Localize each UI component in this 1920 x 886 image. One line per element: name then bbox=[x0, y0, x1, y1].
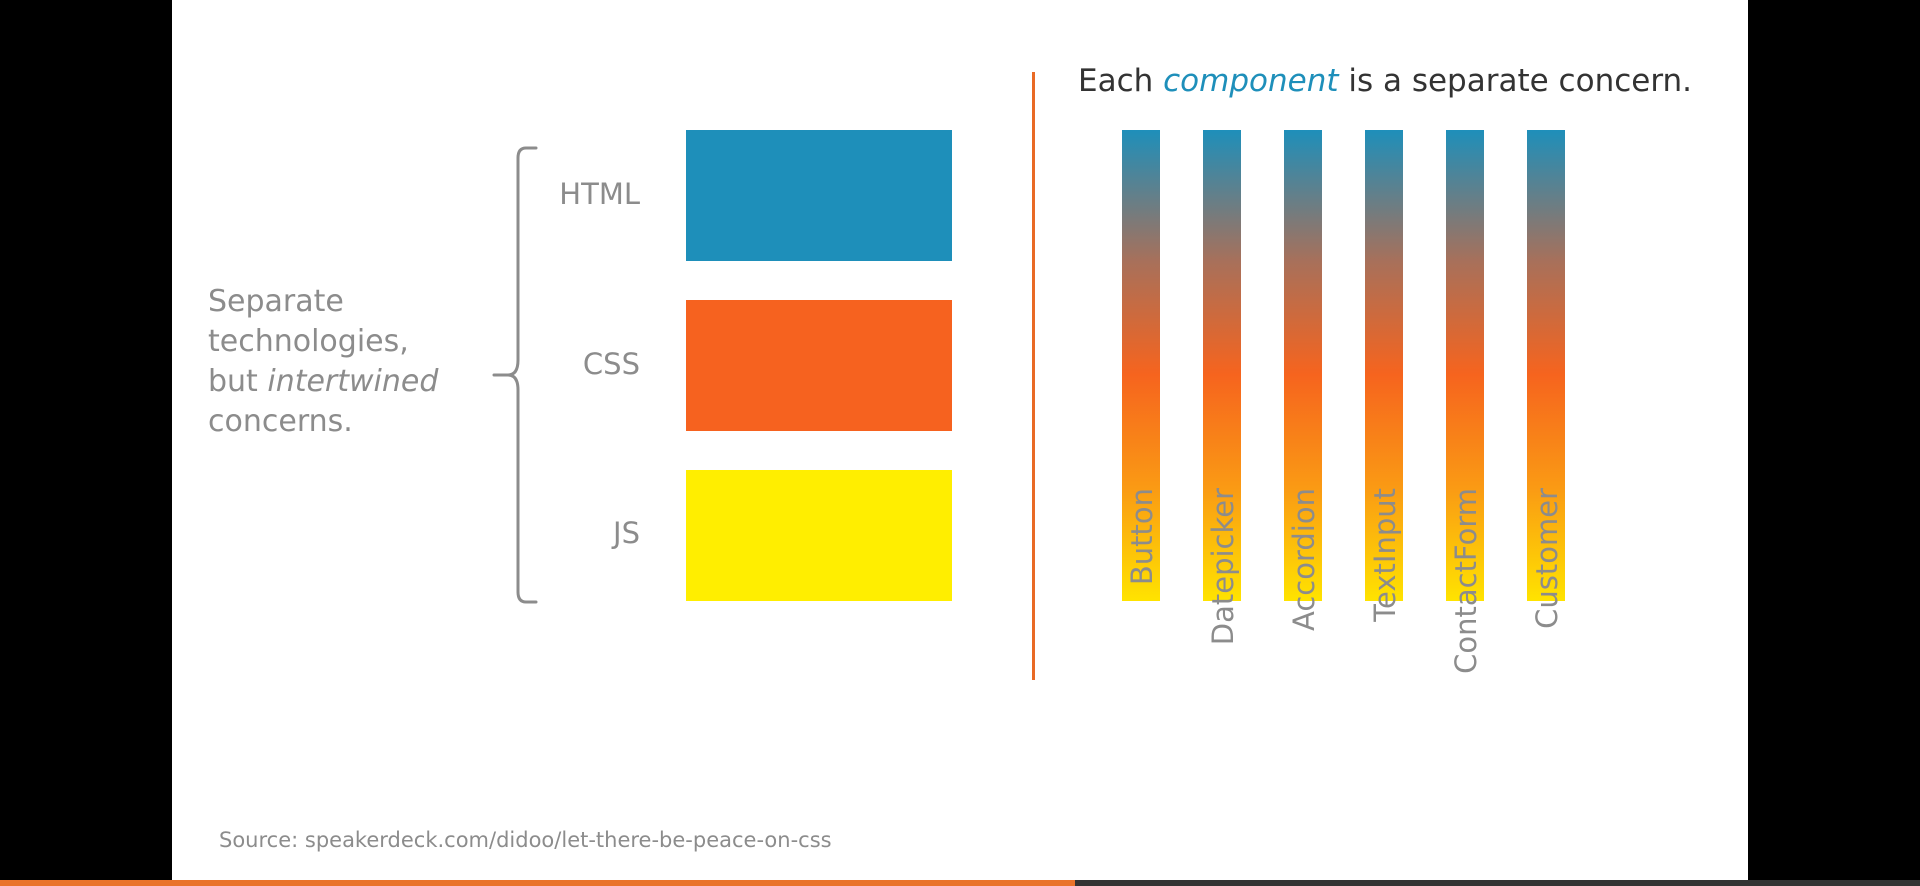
component-bar-accordion bbox=[1284, 130, 1322, 601]
component-bar-contactform bbox=[1446, 130, 1484, 601]
component-bar-button bbox=[1122, 130, 1160, 601]
caption-line: concerns. bbox=[208, 404, 353, 439]
tech-bar-html bbox=[686, 130, 952, 261]
caption-line: but intertwined bbox=[208, 362, 468, 402]
progress-fill bbox=[0, 880, 1076, 886]
progress-bar[interactable] bbox=[0, 880, 1920, 886]
curly-brace bbox=[492, 146, 538, 604]
caption-emphasis: intertwined bbox=[267, 364, 439, 399]
component-label-button: Button bbox=[1125, 488, 1159, 586]
component-label-contactform: ContactForm bbox=[1449, 488, 1483, 674]
component-bar-customer bbox=[1527, 130, 1565, 601]
component-label-accordion: Accordion bbox=[1287, 488, 1321, 631]
component-bar-datepicker bbox=[1203, 130, 1241, 601]
tech-bar-css bbox=[686, 300, 952, 431]
caption-line: Separate bbox=[208, 284, 344, 319]
tech-label-html: HTML bbox=[559, 177, 640, 211]
tech-bar-js bbox=[686, 470, 952, 601]
divider-line bbox=[1032, 72, 1035, 680]
tech-label-js: JS bbox=[613, 516, 640, 550]
left-caption: Separate technologies, but intertwined c… bbox=[208, 282, 468, 442]
component-label-textinput: TextInput bbox=[1368, 488, 1402, 622]
slide: Separate technologies, but intertwined c… bbox=[172, 0, 1748, 880]
source-citation: Source: speakerdeck.com/didoo/let-there-… bbox=[219, 828, 832, 852]
component-label-customer: Customer bbox=[1530, 488, 1564, 629]
title-text: is a separate concern. bbox=[1338, 63, 1693, 99]
component-bar-textinput bbox=[1365, 130, 1403, 601]
right-title: Each component is a separate concern. bbox=[1078, 63, 1692, 99]
caption-line: technologies, bbox=[208, 324, 409, 359]
title-highlight: component bbox=[1163, 63, 1339, 99]
tech-label-css: CSS bbox=[582, 347, 640, 381]
caption-text: but bbox=[208, 364, 268, 399]
title-text: Each bbox=[1078, 63, 1164, 99]
component-label-datepicker: Datepicker bbox=[1206, 488, 1240, 646]
